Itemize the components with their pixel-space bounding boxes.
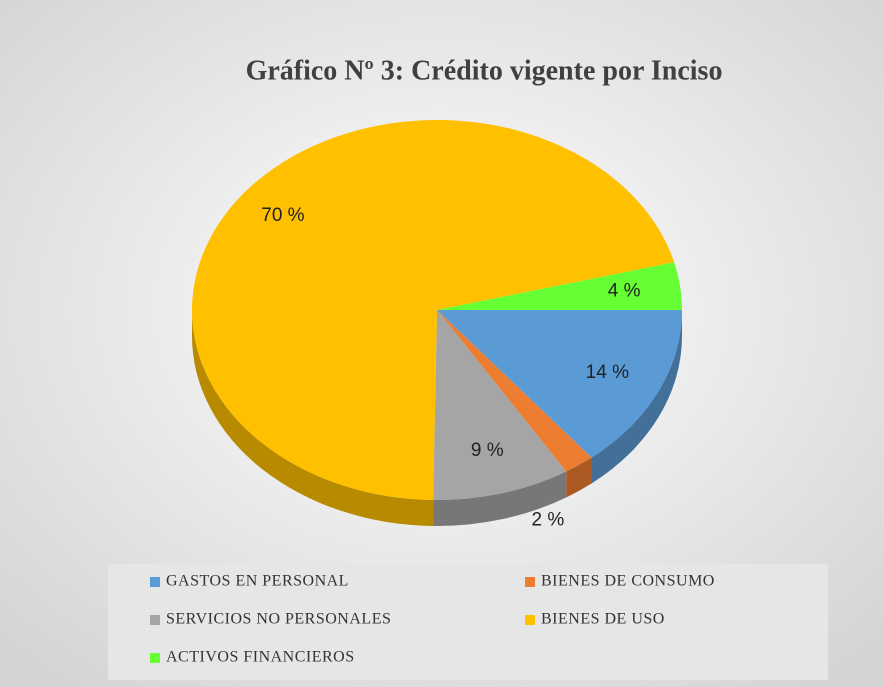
legend-swatch: [150, 653, 160, 663]
legend-swatch: [150, 615, 160, 625]
data-label: 70 %: [261, 205, 304, 226]
legend-swatch: [150, 577, 160, 587]
pie-side: [591, 310, 682, 484]
pie-slice: [437, 310, 592, 472]
pie-slice: [433, 310, 567, 500]
pie-slice: [437, 262, 682, 310]
pie-slice: [437, 310, 682, 458]
legend-box: [108, 564, 828, 680]
data-label: 9 %: [471, 440, 504, 461]
legend-label: SERVICIOS NO PERSONALES: [166, 611, 391, 628]
data-label: 4 %: [608, 280, 641, 301]
legend-label: BIENES DE USO: [541, 611, 665, 628]
pie-slice: [191, 120, 675, 500]
legend-label: GASTOS EN PERSONAL: [166, 573, 349, 590]
legend-label: BIENES DE CONSUMO: [541, 573, 715, 590]
legend-swatch: [525, 615, 535, 625]
chart-title: Gráfico Nº 3: Crédito vigente por Inciso: [246, 55, 723, 86]
data-label: 2 %: [531, 509, 564, 530]
pie-side: [192, 310, 434, 526]
data-label: 14 %: [586, 362, 629, 383]
legend-label: ACTIVOS FINANCIEROS: [166, 649, 355, 666]
pie-side: [566, 457, 592, 498]
pie-side: [433, 471, 567, 526]
legend-swatch: [525, 577, 535, 587]
